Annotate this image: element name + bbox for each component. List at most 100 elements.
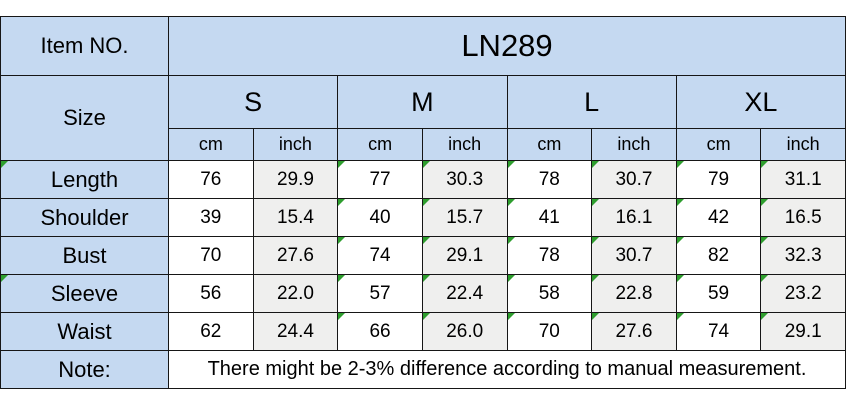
green-triangle-icon [592,199,600,206]
value-cell: 22.0 [252,274,339,313]
value-cell: 29.1 [421,236,508,275]
value-cell: 24.4 [252,312,339,351]
note-row: Note: There might be 2-3% difference acc… [0,350,846,389]
green-triangle-icon [507,199,515,206]
table-row: Shoulder 39 15.4 40 15.7 41 16.1 42 16.5 [0,198,846,237]
size-label: Size [0,75,169,161]
item-no-row: Item NO. LN289 [0,16,846,76]
green-triangle-icon [507,313,515,320]
value-cell: 42 [675,198,762,237]
value-cell: 29.9 [252,160,339,199]
size-header-s: S [167,75,339,129]
value-cell: 40 [337,198,423,237]
row-label: Waist [0,312,169,351]
row-label: Bust [0,236,169,275]
value-cell: 56 [168,274,254,313]
value-cell: 59 [675,274,762,313]
green-triangle-icon [338,313,346,320]
value-cell: 16.5 [760,198,846,237]
value-cell: 22.4 [421,274,508,313]
size-header-m: M [337,75,508,129]
value-cell: 31.1 [760,160,846,199]
value-cell: 39 [168,198,254,237]
unit-header-cm: cm [168,128,254,161]
unit-header-cm: cm [506,128,593,161]
green-triangle-icon [507,161,515,168]
green-triangle-icon [761,199,769,206]
value-cell: 70 [168,236,254,275]
size-header-xl: XL [675,75,846,129]
green-triangle-icon [423,313,430,320]
green-triangle-icon [677,199,684,206]
row-label: Sleeve [0,274,169,313]
green-triangle-icon [677,275,684,282]
value-cell: 79 [675,160,762,199]
value-cell: 30.7 [591,160,677,199]
row-label: Shoulder [0,198,169,237]
size-chart-table: Item NO. LN289 Size S M L XL cm inch cm … [0,16,846,389]
value-cell: 78 [506,160,593,199]
item-no-value: LN289 [168,16,846,76]
item-no-label: Item NO. [0,16,169,76]
green-triangle-icon [423,161,430,168]
value-cell: 76 [168,160,254,199]
green-triangle-icon [1,275,8,282]
green-triangle-icon [423,237,430,244]
green-triangle-icon [338,161,346,168]
table-row: Bust 70 27.6 74 29.1 78 30.7 82 32.3 [0,236,846,275]
green-triangle-icon [423,199,430,206]
green-triangle-icon [338,199,346,206]
value-cell: 29.1 [760,312,846,351]
value-cell: 30.3 [421,160,508,199]
green-triangle-icon [761,275,769,282]
green-triangle-icon [338,237,346,244]
unit-header-row: cm inch cm inch cm inch cm inch [1,128,846,161]
value-cell: 23.2 [760,274,846,313]
value-cell: 26.0 [421,312,508,351]
note-text: There might be 2-3% difference according… [168,350,846,389]
value-cell: 41 [506,198,593,237]
green-triangle-icon [761,313,769,320]
table-row: Waist 62 24.4 66 26.0 70 27.6 74 29.1 [0,312,846,351]
table-row: Length 76 29.9 77 30.3 78 30.7 79 31.1 [0,160,846,199]
value-cell: 57 [337,274,423,313]
value-cell: 27.6 [252,236,339,275]
value-cell: 15.4 [252,198,339,237]
row-label: Length [0,160,169,199]
unit-header-inch: inch [591,128,677,161]
size-header-l: L [506,75,677,129]
green-triangle-icon [507,275,515,282]
green-triangle-icon [338,275,346,282]
value-cell: 30.7 [591,236,677,275]
value-cell: 27.6 [591,312,677,351]
value-cell: 77 [337,160,423,199]
value-cell: 74 [675,312,762,351]
note-label: Note: [0,350,169,389]
green-triangle-icon [592,313,600,320]
unit-header-cm: cm [675,128,762,161]
value-cell: 66 [337,312,423,351]
value-cell: 15.7 [421,198,508,237]
value-cell: 32.3 [760,236,846,275]
value-cell: 70 [506,312,593,351]
value-cell: 62 [168,312,254,351]
green-triangle-icon [1,161,8,168]
green-triangle-icon [677,237,684,244]
value-cell: 58 [506,274,593,313]
unit-header-inch: inch [760,128,846,161]
table-row: Sleeve 56 22.0 57 22.4 58 22.8 59 23.2 [0,274,846,313]
green-triangle-icon [592,275,600,282]
green-triangle-icon [761,237,769,244]
green-triangle-icon [761,161,769,168]
green-triangle-icon [423,275,430,282]
green-triangle-icon [507,237,515,244]
size-header-row: Size S M L XL [0,75,846,161]
green-triangle-icon [592,161,600,168]
green-triangle-icon [677,161,684,168]
green-triangle-icon [592,237,600,244]
unit-header-inch: inch [252,128,339,161]
value-cell: 78 [506,236,593,275]
unit-header-inch: inch [421,128,508,161]
value-cell: 82 [675,236,762,275]
size-chart-page: Item NO. LN289 Size S M L XL cm inch cm … [0,16,846,401]
